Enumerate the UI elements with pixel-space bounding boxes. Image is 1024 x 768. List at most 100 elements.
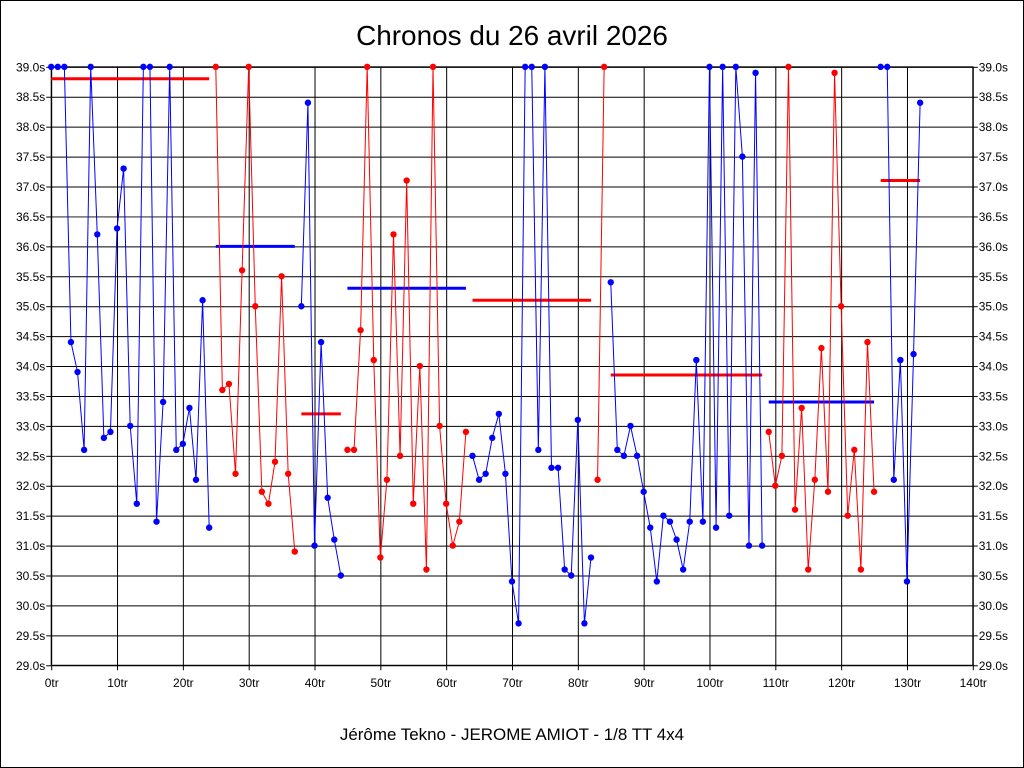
data-point xyxy=(752,69,759,77)
data-point xyxy=(791,506,799,513)
x-tick-label: 130tr xyxy=(894,676,921,690)
data-point xyxy=(502,470,509,477)
data-point xyxy=(844,512,851,519)
data-point xyxy=(357,326,364,334)
y-tick-label: 39.0s xyxy=(16,60,45,74)
y-tick-label: 35.5s xyxy=(16,270,45,284)
data-point xyxy=(442,500,450,507)
data-point xyxy=(785,63,792,71)
data-point xyxy=(594,476,601,483)
data-point xyxy=(344,446,351,454)
series xyxy=(469,63,595,627)
series xyxy=(344,63,470,573)
data-point xyxy=(153,518,160,525)
data-point xyxy=(679,566,687,573)
y-tick-label-right: 38.0s xyxy=(979,120,1008,134)
data-point xyxy=(416,362,424,370)
data-point xyxy=(252,303,259,310)
y-tick-label: 30.5s xyxy=(16,569,45,583)
data-point xyxy=(304,99,312,106)
data-point xyxy=(278,273,285,280)
data-point xyxy=(120,165,127,172)
y-tick-label: 36.0s xyxy=(16,240,45,254)
data-point xyxy=(238,267,246,274)
data-point xyxy=(857,566,865,573)
data-point xyxy=(469,452,476,460)
series xyxy=(298,99,345,579)
series xyxy=(607,63,766,585)
data-point xyxy=(541,63,549,71)
y-tick-label-right: 35.5s xyxy=(979,270,1008,284)
data-point xyxy=(620,452,628,460)
series-line xyxy=(597,66,605,480)
y-tick-label-right: 31.5s xyxy=(979,509,1008,523)
data-point xyxy=(600,63,608,71)
data-point xyxy=(179,440,187,448)
x-tick-label: 50tr xyxy=(371,676,392,690)
data-point xyxy=(666,518,674,525)
data-point xyxy=(831,69,838,77)
data-point xyxy=(910,350,917,358)
data-point xyxy=(528,63,535,71)
data-point xyxy=(205,524,213,531)
y-tick-label: 33.0s xyxy=(16,419,45,433)
y-tick-label: 35.0s xyxy=(16,300,45,314)
data-point xyxy=(647,524,654,531)
data-point xyxy=(686,518,693,525)
y-tick-label-right: 29.5s xyxy=(979,629,1008,643)
data-point xyxy=(574,416,582,424)
data-point xyxy=(462,428,470,436)
y-tick-label: 32.5s xyxy=(16,449,45,463)
y-tick-label-right: 30.0s xyxy=(979,599,1008,613)
data-point xyxy=(581,620,588,627)
data-point xyxy=(456,518,463,525)
x-tick-label: 40tr xyxy=(305,676,326,690)
series xyxy=(765,63,878,573)
data-point xyxy=(726,512,733,519)
series-group xyxy=(48,63,924,627)
y-tick-label-right: 36.5s xyxy=(979,210,1008,224)
x-tick-label: 0tr xyxy=(45,676,59,690)
y-tick-label: 37.0s xyxy=(16,180,45,194)
data-point xyxy=(719,63,726,71)
y-tick-label-right: 39.0s xyxy=(979,60,1008,74)
data-point xyxy=(778,452,786,460)
y-tick-label-right: 29.0s xyxy=(979,659,1008,673)
y-tick-label-right: 38.5s xyxy=(979,90,1008,104)
data-point xyxy=(890,476,897,483)
data-point xyxy=(186,404,193,412)
data-point xyxy=(245,63,252,71)
data-point xyxy=(548,464,555,471)
y-tick-label: 38.5s xyxy=(16,90,45,104)
data-point xyxy=(311,542,318,549)
data-point xyxy=(67,338,75,346)
y-tick-label-right: 32.0s xyxy=(979,479,1008,493)
x-tick-label: 60tr xyxy=(436,676,457,690)
data-point xyxy=(482,470,489,477)
data-point xyxy=(199,297,206,304)
data-point xyxy=(140,63,147,71)
y-tick-label-right: 34.5s xyxy=(979,330,1008,344)
data-point xyxy=(798,404,805,412)
data-point xyxy=(265,500,272,507)
x-tick-label: 110tr xyxy=(763,676,789,690)
x-tick-label: 80tr xyxy=(568,676,589,690)
y-tick-label: 29.0s xyxy=(16,659,45,673)
data-point xyxy=(429,63,437,71)
y-tick-label-right: 35.0s xyxy=(979,300,1008,314)
data-point xyxy=(475,476,483,483)
data-point xyxy=(765,428,772,436)
data-point xyxy=(100,434,108,442)
data-point xyxy=(449,542,456,549)
data-point xyxy=(317,338,325,346)
y-tick-label: 33.5s xyxy=(16,389,45,403)
data-point xyxy=(363,63,371,71)
data-point xyxy=(54,63,61,71)
data-point xyxy=(607,279,614,286)
data-point xyxy=(916,99,924,106)
y-tick-label-right: 37.0s xyxy=(979,180,1008,194)
data-point xyxy=(712,524,720,531)
data-point xyxy=(113,225,121,232)
data-point xyxy=(824,488,832,495)
